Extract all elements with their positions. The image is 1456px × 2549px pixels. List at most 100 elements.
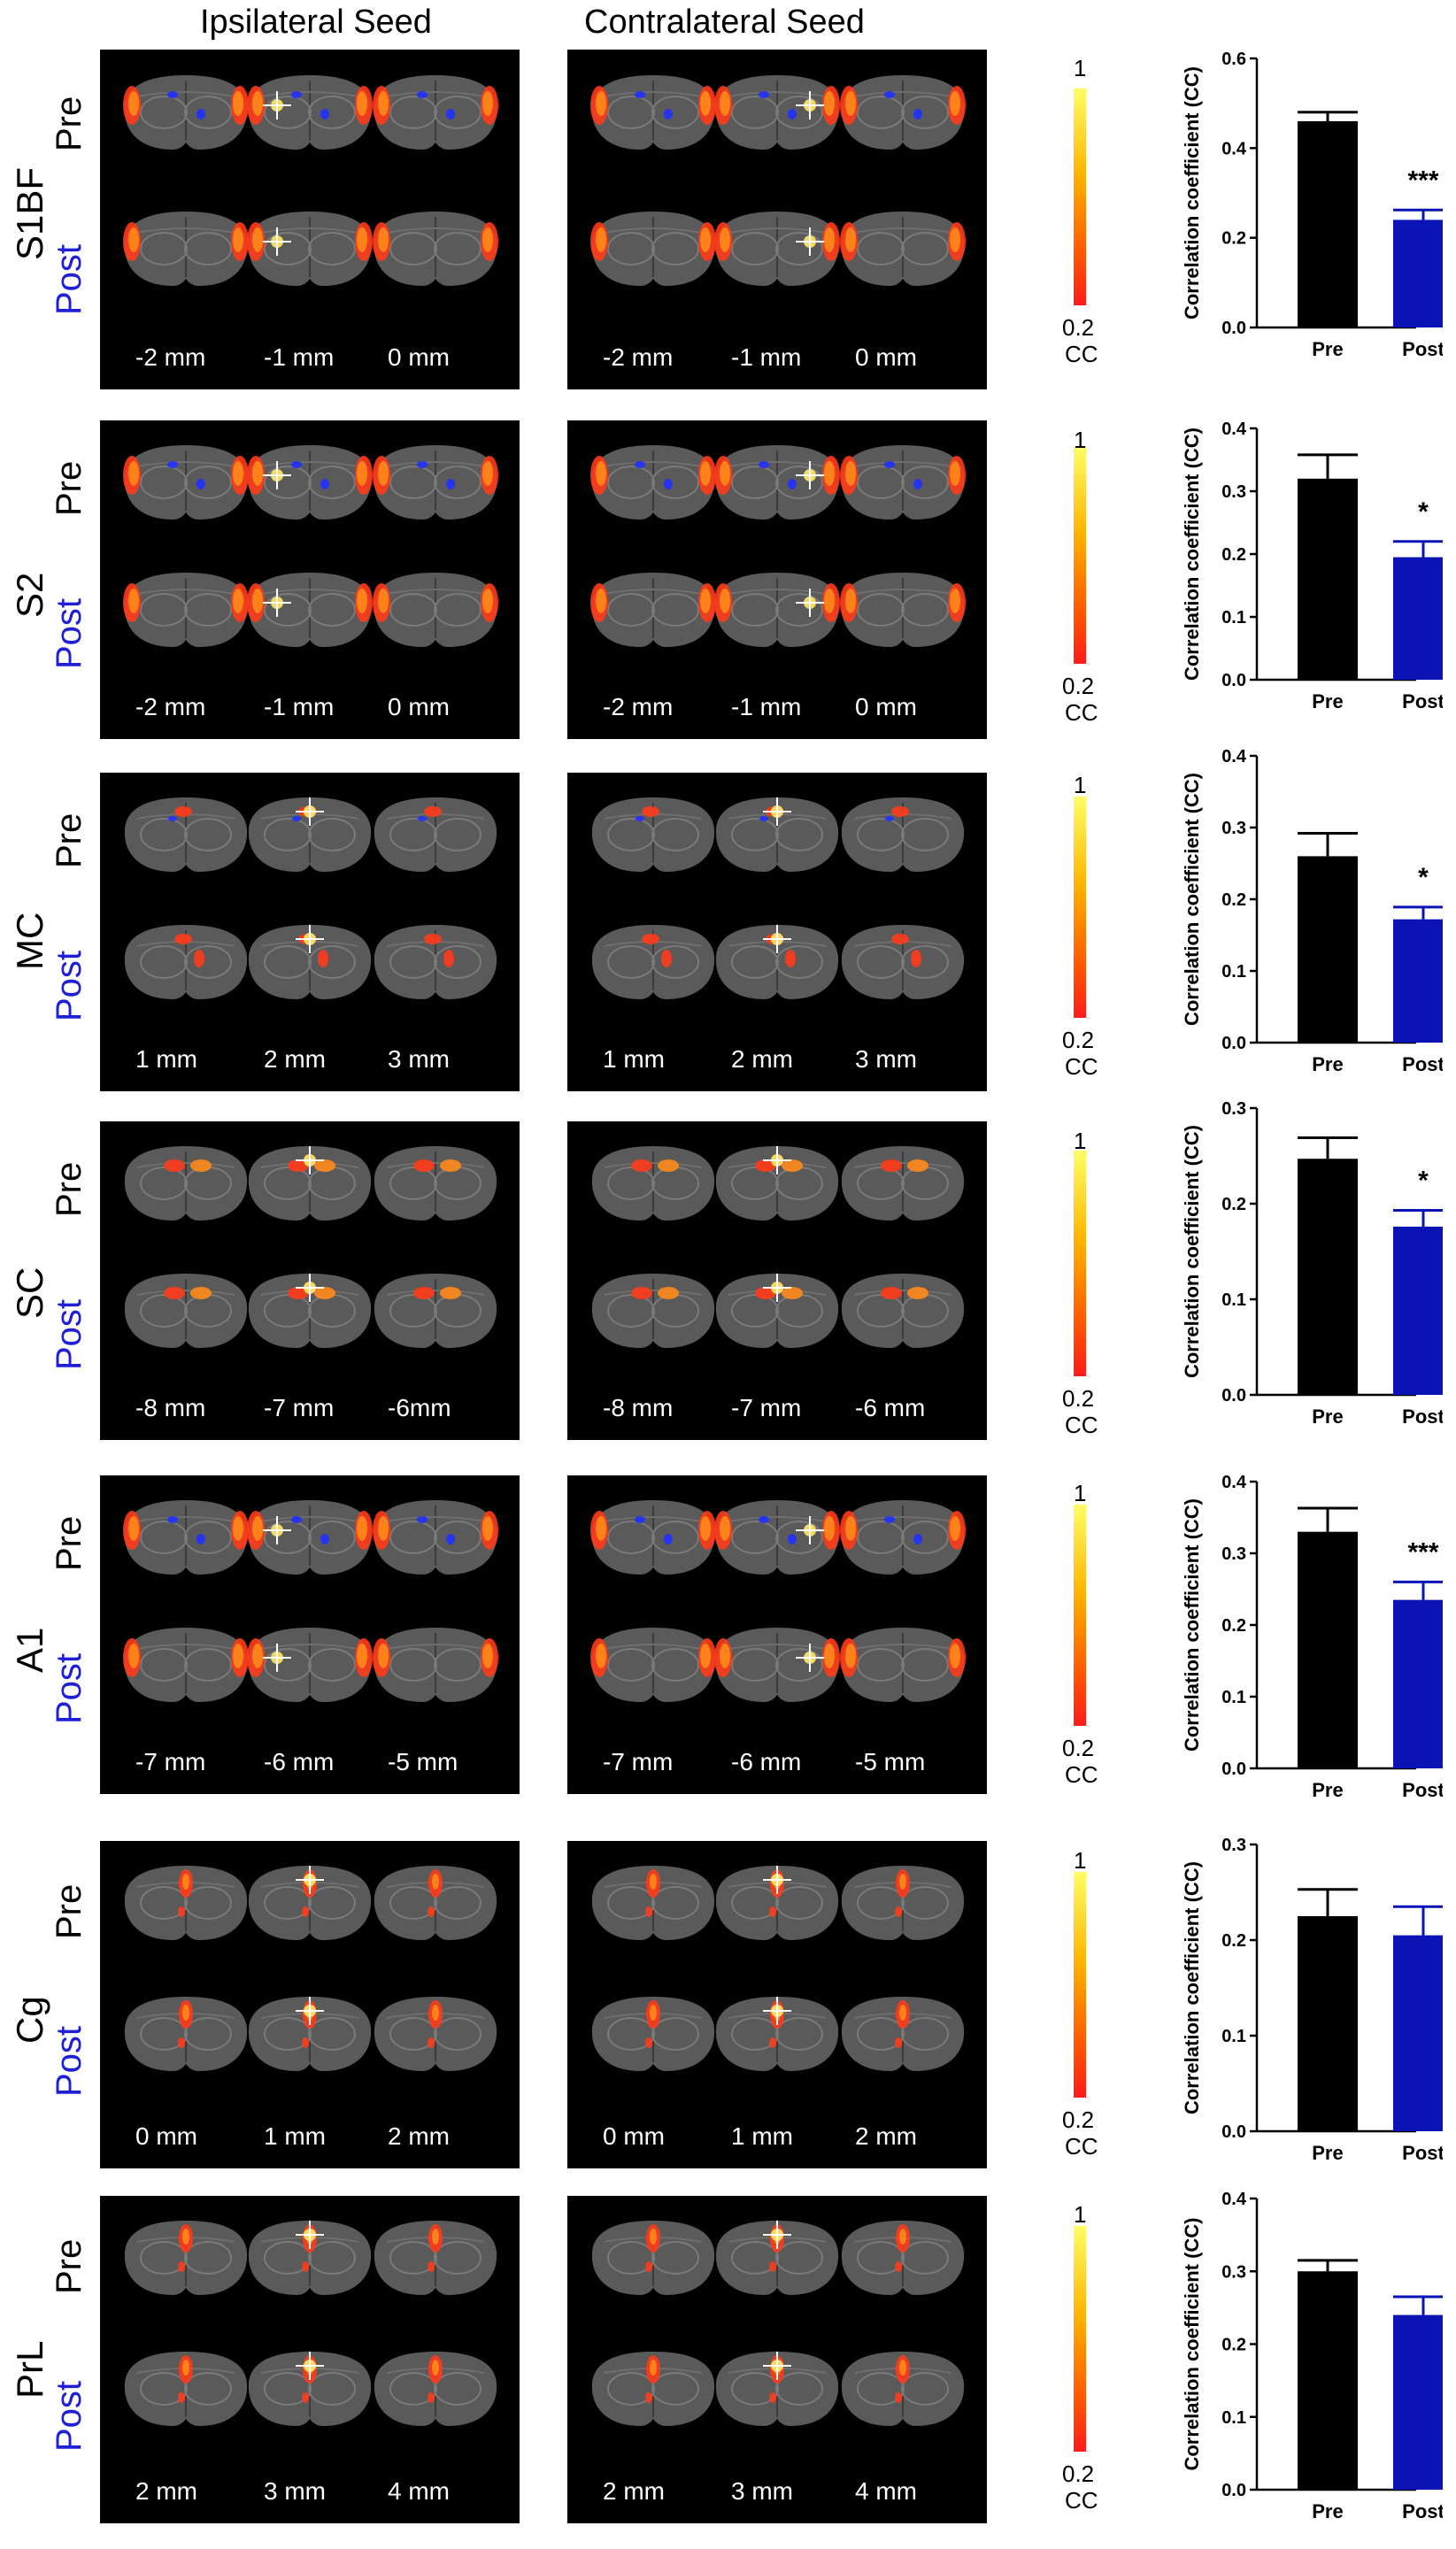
brain-slice (119, 206, 252, 291)
brain-slice (836, 2215, 969, 2300)
brain-slice-image (840, 211, 966, 286)
brain-slice (836, 567, 969, 652)
slice-position-label: 1 mm (264, 2122, 326, 2150)
brain-slice (119, 1991, 252, 2076)
slice-position-label: -1 mm (264, 343, 335, 371)
brain-slice (119, 1141, 252, 1226)
y-tick-label: 0.4 (1221, 2190, 1247, 2209)
brain-slice (836, 1495, 969, 1580)
brain-slice (369, 792, 502, 877)
brain-slice-image (248, 1866, 372, 1941)
brain-slice (836, 206, 969, 291)
contra-seed-panel: -2 mm -1 mm 0 mm (567, 420, 987, 739)
y-tick-label: 0.6 (1221, 50, 1246, 69)
brain-slice-image (714, 1627, 840, 1702)
brain-slice (711, 1622, 844, 1707)
y-tick-label: 0.1 (1221, 1290, 1246, 1310)
brain-slice (587, 2215, 720, 2300)
y-tick-label: 0.2 (1221, 1931, 1246, 1951)
brain-slice (711, 792, 844, 877)
post-label: Post (50, 1652, 89, 1724)
x-tick-label: Post (1402, 338, 1443, 360)
y-tick-label: 0.4 (1221, 1473, 1247, 1492)
y-tick-label: 0.1 (1221, 1688, 1246, 1707)
y-tick-label: 0.2 (1221, 890, 1246, 910)
brain-slice-image (591, 2352, 715, 2427)
slice-position-label: -2 mm (603, 343, 674, 371)
brain-slice (119, 920, 252, 1005)
region-label: S2 (9, 572, 50, 619)
brain-slice (119, 1860, 252, 1945)
slice-position-label: -5 mm (388, 1748, 458, 1775)
slice-position-label: 2 mm (855, 2122, 917, 2150)
brain-slice (243, 1495, 376, 1580)
brain-slice (587, 440, 720, 525)
region-label: S1BF (9, 167, 50, 261)
brain-slice-image (714, 75, 840, 150)
bar-pre (1298, 1916, 1358, 2131)
slice-position-label: -6mm (388, 1394, 451, 1421)
brain-slice-image (373, 211, 498, 286)
slice-position-label: 0 mm (855, 343, 917, 371)
brain-slice-image (248, 1997, 372, 2072)
brain-slice-image (714, 211, 840, 286)
brain-slice (243, 70, 376, 155)
bar-chart-svg: Correlation coefficient (CC) 0.0 0.1 0.2 0.3… (1181, 1473, 1453, 1801)
brain-slice-image (374, 2221, 497, 2296)
y-tick-label: 0.2 (1221, 1616, 1246, 1636)
slice-position-label: 2 mm (135, 2477, 197, 2505)
brain-slice-image (841, 797, 965, 872)
brain-slice (711, 1141, 844, 1226)
y-tick-label: 0.2 (1221, 1195, 1246, 1214)
brain-slice-image (714, 1499, 840, 1575)
correlation-bar-chart: Correlation coefficient (CC) 0.0 0.2 0.4 0.6… (1177, 46, 1453, 382)
y-axis-label: Correlation coefficient (CC) (1181, 773, 1203, 1026)
brain-slice-image (714, 572, 840, 647)
brain-slice (711, 567, 844, 652)
brain-slice-image (248, 1273, 372, 1348)
brain-slice (369, 70, 502, 155)
slice-position-label: -7 mm (731, 1394, 802, 1421)
brain-slice-image (841, 2221, 965, 2296)
brain-slice-image (841, 2352, 965, 2427)
bar-chart-svg: Correlation coefficient (CC) 0.0 0.1 0.2 0.3… (1181, 747, 1453, 1075)
brain-slice (836, 70, 969, 155)
brain-slice-image (840, 572, 966, 647)
brain-slice (587, 1141, 720, 1226)
brain-slice (587, 1622, 720, 1707)
brain-slice (587, 70, 720, 155)
brain-slice-image (374, 1145, 497, 1221)
contra-seed-panel: 0 mm 1 mm 2 mm (567, 1841, 987, 2168)
post-label: Post (50, 597, 89, 669)
y-tick-label: 0.0 (1221, 1386, 1246, 1405)
brain-slice-image (124, 924, 248, 999)
correlation-bar-chart: Correlation coefficient (CC) 0.0 0.1 0.2 0.3… (1177, 416, 1453, 735)
brain-slice (119, 70, 252, 155)
brain-slice-image (374, 1997, 497, 2072)
y-tick-label: 0.0 (1221, 2481, 1246, 2500)
colorbar-unit-label: CC (1065, 1053, 1098, 1080)
correlation-bar-chart: Correlation coefficient (CC) 0.0 0.1 0.2 0.3… (1177, 2186, 1453, 2545)
slice-position-label: 2 mm (603, 2477, 665, 2505)
ipsi-seed-panel: -2 mm -1 mm 0 mm (100, 420, 520, 739)
colorbar (1074, 797, 1086, 1018)
brain-slice (587, 1495, 720, 1580)
brain-slice (369, 920, 502, 1005)
brain-slice (119, 792, 252, 877)
y-tick-label: 0.3 (1221, 482, 1246, 502)
brain-slice (711, 1268, 844, 1353)
brain-slice-image (590, 1499, 716, 1575)
colorbar-max-label: 1 (1074, 2201, 1087, 2228)
brain-slice (711, 206, 844, 291)
x-tick-label: Post (1402, 2142, 1443, 2164)
colorbar-unit-label: CC (1065, 2133, 1098, 2160)
brain-slice (587, 920, 720, 1005)
brain-slice (243, 1268, 376, 1353)
colorbar-max-label: 1 (1074, 1128, 1087, 1154)
colorbar-max-label: 1 (1074, 772, 1087, 798)
brain-slice-image (124, 1866, 248, 1941)
post-label: Post (50, 1298, 89, 1370)
y-axis-label: Correlation coefficient (CC) (1181, 66, 1203, 320)
bar-pre (1298, 856, 1358, 1043)
colorbar (1074, 1872, 1086, 2098)
